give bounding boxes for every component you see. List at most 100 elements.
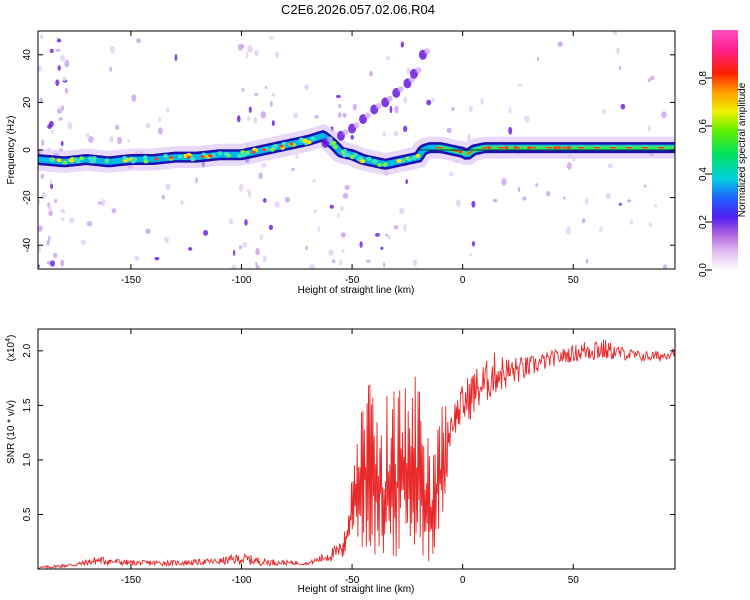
noise-speckle <box>607 163 613 169</box>
ridge-hotspot <box>168 156 173 160</box>
y-tick-label: 1.5 <box>22 398 33 412</box>
ridge-blob <box>342 153 348 158</box>
noise-speckle <box>38 246 42 253</box>
ridge-blob <box>302 138 308 143</box>
ridge-hotspot <box>504 146 509 150</box>
noise-speckle <box>271 120 275 127</box>
ridge-hotspot <box>200 155 205 159</box>
noise-speckle <box>650 75 655 81</box>
noise-speckle <box>161 194 165 200</box>
noise-speckle <box>369 71 374 77</box>
noise-speckle <box>393 130 399 137</box>
noise-speckle <box>255 247 260 256</box>
x-tick-label: 50 <box>568 575 580 586</box>
noise-speckle <box>400 41 405 48</box>
noise-speckle <box>55 79 60 86</box>
noise-speckle <box>342 192 349 199</box>
noise-speckle <box>393 224 399 230</box>
noise-speckle <box>340 205 344 212</box>
ridge-blob <box>345 153 351 158</box>
noise-speckle <box>605 192 612 199</box>
noise-speckle <box>46 240 50 246</box>
noise-speckle <box>602 108 607 115</box>
noise-speckle <box>259 234 264 241</box>
y-tick-label: 2.0 <box>22 343 33 357</box>
noise-speckle <box>335 94 341 99</box>
noise-speckle <box>134 255 140 261</box>
noise-speckle <box>328 249 334 256</box>
ridge-blob <box>48 157 54 162</box>
noise-speckle <box>145 122 151 129</box>
noise-speckle <box>246 189 251 193</box>
ridge-blob <box>163 154 169 158</box>
noise-speckle <box>237 115 241 123</box>
ridge-blob <box>358 156 364 161</box>
noise-speckle <box>237 43 244 51</box>
colorbar-tick-label: 0.6 <box>698 119 709 133</box>
noise-speckle <box>269 101 273 108</box>
noise-speckle <box>274 201 280 208</box>
noise-speckle <box>131 94 137 102</box>
noise-speckle <box>654 204 658 208</box>
noise-speckle <box>380 246 384 250</box>
noise-speckle <box>38 225 43 232</box>
noise-speckle <box>275 51 280 59</box>
ridge-blob <box>143 159 149 164</box>
noise-speckle <box>329 204 334 209</box>
noise-speckle <box>115 124 120 130</box>
ridge-blob <box>411 155 417 160</box>
noise-speckle <box>517 186 521 193</box>
noise-speckle <box>50 260 55 267</box>
ridge-blob <box>190 156 195 161</box>
noise-speckle <box>284 196 290 203</box>
noise-speckle <box>127 138 131 143</box>
noise-speckle <box>239 183 244 192</box>
noise-speckle <box>331 259 336 264</box>
noise-speckle <box>472 240 475 247</box>
noise-speckle <box>40 173 45 179</box>
noise-speckle <box>366 259 371 263</box>
snr-scale-label: (x104) <box>5 335 17 362</box>
ridge-hotspot <box>279 144 284 148</box>
noise-speckle <box>406 67 411 75</box>
noise-speckle <box>480 98 484 106</box>
noise-speckle <box>546 190 551 197</box>
spectrogram-ylabel: Frequency (Hz) <box>6 116 17 185</box>
noise-speckle <box>581 218 586 224</box>
branch-halo <box>327 136 333 143</box>
ridge-blob <box>372 159 378 164</box>
noise-speckle <box>157 127 163 135</box>
ridge-hotspot <box>251 150 256 154</box>
noise-speckle <box>269 36 275 40</box>
noise-speckle <box>340 232 346 238</box>
noise-speckle <box>180 200 184 205</box>
noise-speckle <box>80 240 87 245</box>
noise-speckle <box>69 217 75 224</box>
ridge-hotspot <box>289 142 294 146</box>
noise-speckle <box>389 105 393 114</box>
y-tick-label: -20 <box>22 190 33 205</box>
noise-speckle <box>253 117 258 124</box>
noise-speckle <box>313 209 317 214</box>
x-tick-label: -50 <box>345 275 360 286</box>
noise-speckle <box>247 44 253 53</box>
noise-speckle <box>145 228 151 235</box>
noise-speckle <box>195 177 198 184</box>
noise-speckle <box>647 78 652 83</box>
noise-speckle <box>382 262 386 268</box>
noise-speckle <box>467 134 472 142</box>
noise-speckle <box>254 92 258 97</box>
colorbar-label: Normalized spectral amplitude <box>737 82 748 217</box>
noise-speckle <box>50 183 54 190</box>
ridge-blob <box>281 141 287 146</box>
ridge-blob <box>306 140 312 145</box>
colorbar-tick-label: 0.8 <box>698 71 709 85</box>
noise-speckle <box>60 208 66 214</box>
y-tick-label: 20 <box>22 96 33 108</box>
noise-speckle <box>247 115 251 121</box>
noise-speckle <box>109 66 113 72</box>
noise-speckle <box>352 103 357 111</box>
noise-speckle <box>291 167 295 172</box>
ridge-hotspot <box>557 146 562 150</box>
colorbar-tick-label: 0.4 <box>698 167 709 181</box>
